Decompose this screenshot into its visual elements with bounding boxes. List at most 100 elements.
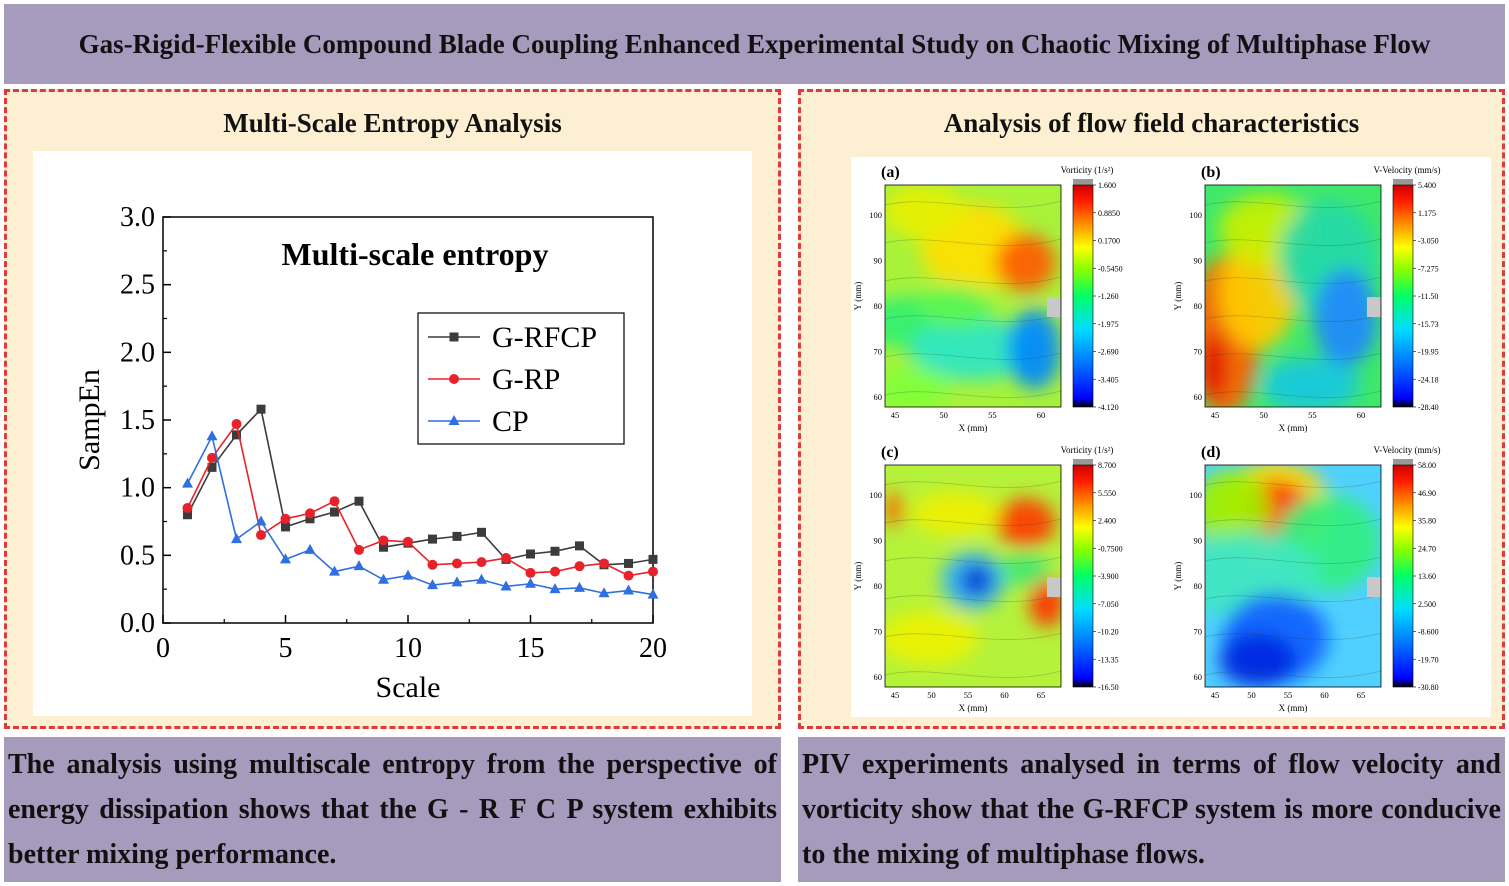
colorbar-tick-label: -3.900 [1098, 572, 1119, 581]
colorbar-tick-label: 1.600 [1098, 181, 1116, 190]
series-cp [182, 430, 659, 599]
contour-line [885, 670, 1061, 678]
colorbar-tick-label: 0.8850 [1098, 209, 1120, 218]
y-tick-label: 80 [1194, 581, 1203, 591]
data-point [623, 570, 634, 581]
panel-label: (a) [881, 164, 900, 181]
data-point [403, 536, 413, 547]
x-tick-label: 45 [891, 690, 900, 700]
data-point [477, 527, 486, 537]
contour-field [1205, 465, 1381, 687]
data-point [330, 507, 339, 517]
contour-line [885, 276, 1061, 284]
colorbar [1072, 464, 1094, 688]
y-tick-label: 3.0 [120, 202, 155, 233]
data-point [280, 513, 291, 524]
data-point [232, 430, 241, 440]
data-point [427, 559, 438, 570]
contour-line [1205, 556, 1381, 564]
x-tick-label: 15 [517, 633, 545, 664]
data-point [550, 546, 560, 556]
contour-region [1219, 633, 1297, 687]
x-tick-label: 65 [1357, 690, 1366, 700]
series-line [186, 433, 654, 596]
y-axis-label: Y (mm) [1173, 562, 1183, 590]
data-point [427, 579, 438, 590]
contour-line [1205, 314, 1381, 322]
contour-line [1205, 200, 1381, 208]
contour-line [1205, 594, 1381, 602]
colorbar-tick-label: -7.275 [1418, 264, 1439, 273]
blade-marker [1047, 297, 1061, 318]
x-axis-label: Scale [376, 671, 441, 704]
data-point [476, 557, 487, 568]
contour-region [920, 284, 991, 330]
x-tick-label: 5 [279, 633, 293, 664]
colorbar-tick-label: -15.73 [1418, 320, 1439, 329]
contour-line [885, 480, 1061, 488]
contour-region [1001, 551, 1051, 588]
x-tick-label: 0 [156, 633, 170, 664]
colorbar-tick-label: -13.35 [1098, 655, 1119, 664]
y-tick-label: 2.5 [120, 270, 155, 301]
contour-region [885, 185, 965, 239]
contour-line [885, 518, 1061, 526]
colorbar-cap [1393, 179, 1413, 185]
x-axis-label: X (mm) [1279, 703, 1308, 713]
contour-line [1205, 670, 1381, 678]
colorbar-title: V-Velocity (mm/s) [1374, 165, 1441, 175]
colorbar-tick-label: -28.40 [1418, 403, 1439, 412]
data-point [428, 534, 437, 544]
data-point [329, 565, 340, 576]
contour-region [1008, 309, 1061, 390]
page-title: Gas-Rigid-Flexible Compound Blade Coupli… [4, 4, 1505, 84]
contour-line [1205, 276, 1381, 284]
contour-line [1205, 480, 1381, 488]
colorbar-tick-label: 5.550 [1098, 489, 1116, 498]
data-point [354, 544, 364, 555]
contour-region [1314, 269, 1378, 368]
x-tick-label: 60 [1037, 410, 1046, 420]
contour-line [1205, 238, 1381, 246]
panel-label: (d) [1201, 444, 1221, 461]
y-tick-label: 90 [1194, 536, 1203, 546]
y-tick-label: 80 [874, 581, 883, 591]
data-point [378, 535, 389, 546]
colorbar-tick-label: -11.50 [1418, 292, 1438, 301]
data-point [207, 462, 217, 472]
panel-label: (c) [881, 444, 899, 461]
x-axis-label: X (mm) [1279, 423, 1308, 433]
data-point [500, 580, 512, 591]
contour-field [1205, 185, 1381, 407]
colorbar-cap [1073, 459, 1093, 465]
contour-line [1205, 518, 1381, 526]
data-point [574, 561, 585, 572]
contour-frame [884, 184, 1062, 408]
colorbar-tick-label: -10.20 [1098, 628, 1119, 637]
data-point [206, 430, 218, 441]
data-point [182, 502, 193, 513]
y-tick-label: 0.5 [120, 540, 155, 571]
x-tick-label: 55 [1284, 690, 1293, 700]
colorbar [1392, 184, 1414, 408]
colorbar-tick-label: -1.260 [1098, 292, 1119, 301]
colorbar-tick-label: 2.400 [1098, 517, 1116, 526]
y-tick-label: 60 [1194, 672, 1203, 682]
contour-line [885, 314, 1061, 322]
panel-title-entropy: Multi-Scale Entropy Analysis [223, 108, 562, 138]
contour-region [885, 491, 903, 528]
contour-line [885, 632, 1061, 640]
y-tick-label: 60 [874, 672, 883, 682]
data-point [207, 452, 217, 463]
data-point [354, 496, 364, 506]
colorbar-tick-label: 8.700 [1098, 461, 1116, 470]
contour-region [960, 564, 993, 596]
colorbar-tick-label: 46.90 [1418, 489, 1436, 498]
data-point [305, 508, 315, 519]
contour-region [885, 367, 951, 407]
y-axis-label: Y (mm) [853, 282, 863, 310]
data-point [549, 583, 561, 594]
y-tick-label: 1.0 [120, 473, 155, 504]
data-point [448, 415, 460, 425]
series-line [186, 422, 654, 577]
